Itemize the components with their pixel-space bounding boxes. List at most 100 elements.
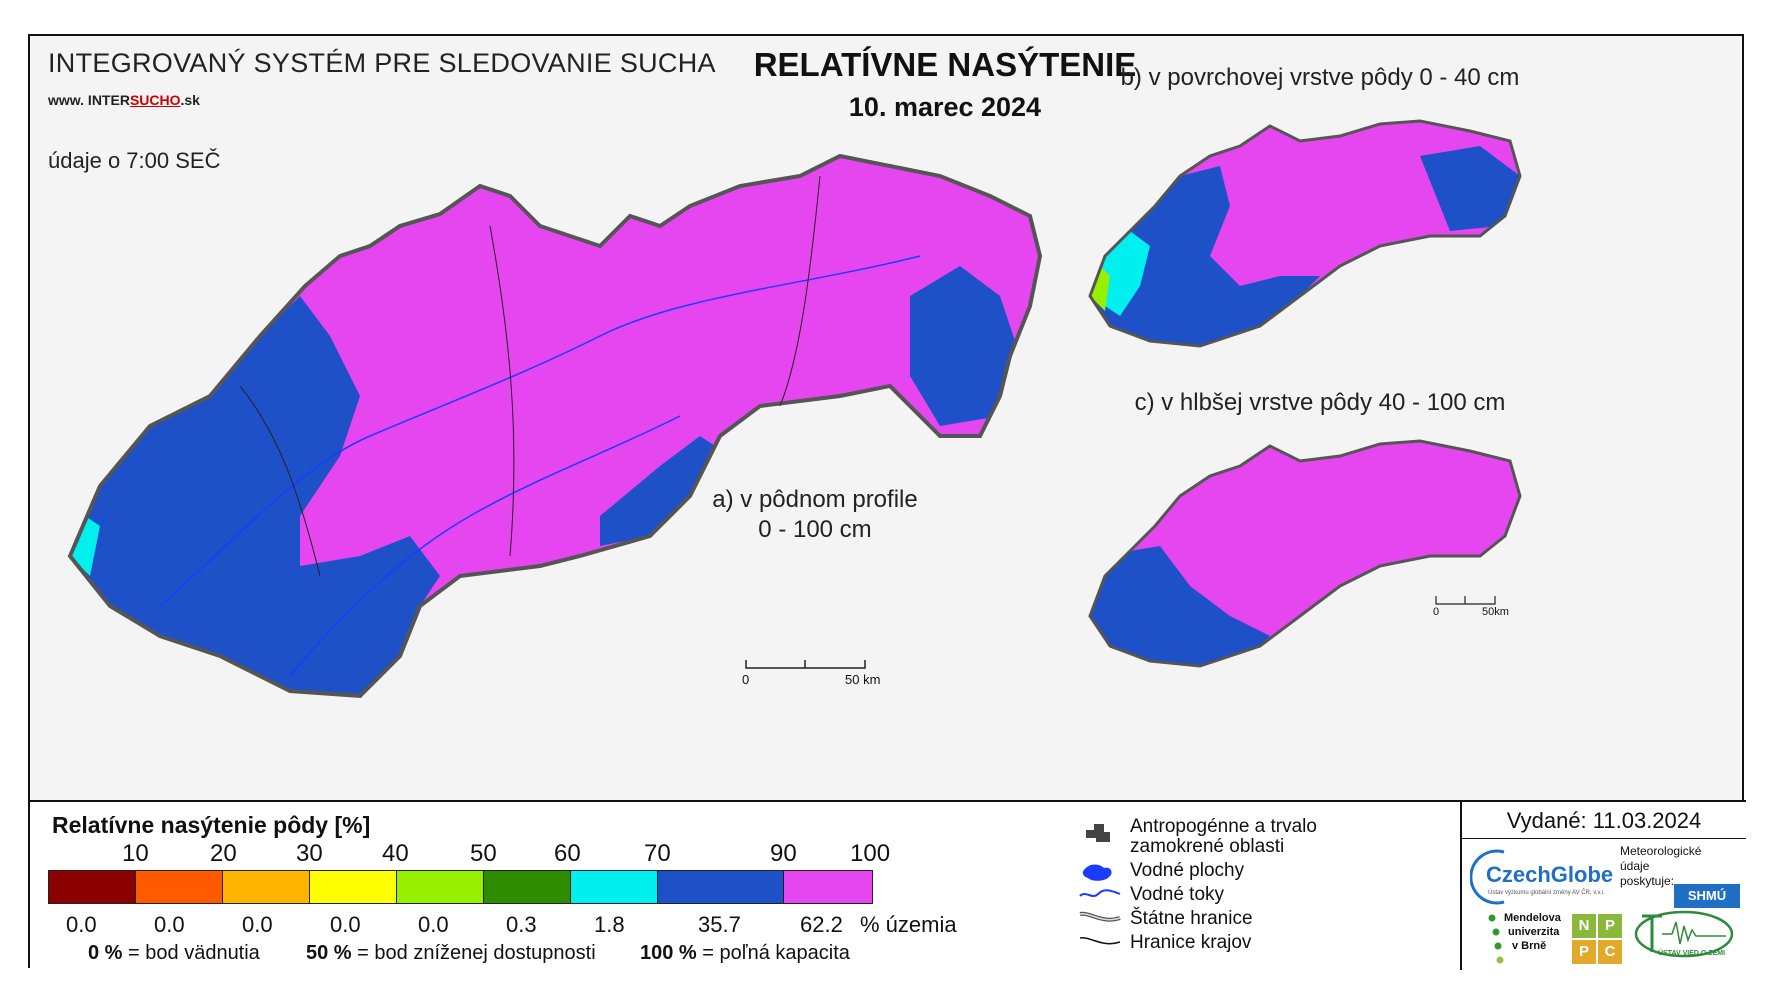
czechglobe-logo[interactable]: CzechGlobe Ústav výzkumu globální změny …: [1470, 848, 1618, 906]
water-bodies-label: Vodné plochy: [1130, 860, 1245, 881]
legend-share-7: 35.7: [698, 912, 741, 937]
map-a-scale-bar: [745, 660, 866, 669]
website-prefix: www. INTER: [48, 92, 130, 108]
legend-tick-6: 70: [644, 840, 671, 867]
issued-panel: Vydané: 11.03.2024 CzechGlobe Ústav výzk…: [1460, 800, 1746, 970]
legend-share-4: 0.0: [418, 912, 449, 937]
meteo-line-3: poskytuje:: [1620, 874, 1675, 888]
legend-class-5: [484, 871, 571, 903]
map-b-fill-blue: [1090, 166, 1320, 346]
legend-tick-8: 100: [850, 840, 891, 867]
anthropogenic-label-2: zamokrené oblasti: [1130, 836, 1285, 857]
earth-science-name: ÚSTAV VIED O ZEMI: [1658, 950, 1726, 957]
legend-share-6: 1.8: [594, 912, 625, 937]
water-body-icon: [1082, 864, 1112, 881]
page-date: 10. marec 2024: [848, 92, 1042, 122]
river-icon: [1079, 889, 1121, 897]
legend-color-bar: [48, 870, 873, 904]
legend-share-8: 62.2: [800, 912, 843, 937]
website-link[interactable]: www. INTERSUCHO.sk: [48, 92, 200, 108]
legend-share-1: 0.0: [154, 912, 185, 937]
anthropogenic-area-icon: [1086, 824, 1110, 842]
czechglobe-arc-icon: [1470, 849, 1505, 905]
website-highlight: SUCHO: [129, 92, 181, 108]
map-c-deep: [1088, 439, 1522, 668]
legend-tick-0: 10: [122, 840, 149, 867]
legend-note-1: 0 % = bod vädnutia: [88, 942, 260, 965]
legend-class-2: [223, 871, 310, 903]
legend-tick-4: 50: [470, 840, 497, 867]
legend-class-4: [397, 871, 484, 903]
legend-class-8: [784, 871, 872, 903]
map-b-state-border: [1088, 119, 1522, 348]
website-suffix: .sk: [180, 92, 200, 108]
state-border-icon: [1079, 911, 1121, 922]
legend-note-2: 50 % = bod zníženej dostupnosti: [306, 942, 596, 965]
issued-date: Vydané: 11.03.2024: [1506, 808, 1702, 833]
state-border-label: Štátne hranice: [1130, 908, 1253, 929]
legend-note-3-value: 100 %: [640, 942, 697, 964]
legend-tick-3: 40: [382, 840, 409, 867]
legend-class-6: [571, 871, 658, 903]
map-c-scale-end: 50km: [1482, 606, 1509, 618]
page-title: RELATÍVNE NASÝTENIE: [753, 46, 1137, 83]
legend-class-7: [658, 871, 784, 903]
mendel-line-1: Mendelova: [1504, 912, 1561, 924]
map-b-fill-blue-east: [1420, 146, 1520, 231]
legend-note-2-text: = bod zníženej dostupnosti: [357, 942, 596, 964]
map-a-region-border-2: [489, 225, 515, 557]
map-a-region-border-1: [239, 385, 321, 577]
legend-class-1: [136, 871, 223, 903]
mendel-line-2: univerzita: [1508, 926, 1560, 938]
czechglobe-name: CzechGlobe: [1486, 862, 1614, 887]
legend-tick-1: 20: [210, 840, 237, 867]
map-b-fill-lime: [1090, 266, 1110, 311]
nppc-c: C: [1598, 940, 1622, 964]
region-border-icon: [1079, 937, 1121, 945]
nppc-p1: P: [1598, 914, 1622, 938]
map-a-fill-blue-west: [70, 296, 440, 696]
mendel-dots-icon: [1488, 914, 1504, 964]
legend-panel: Relatívne nasýtenie pôdy [%] 10 20 30 40…: [30, 800, 1460, 970]
czechglobe-subtitle: Ústav výzkumu globální změny AV ČR, v.v.…: [1488, 890, 1605, 896]
meteo-line-2: údaje: [1620, 859, 1650, 873]
map-a-fill-blue-south: [600, 436, 730, 546]
mendel-university-logo[interactable]: Mendelova univerzita v Brně: [1488, 912, 1578, 968]
nppc-p2: P: [1572, 940, 1596, 964]
map-a-state-border: [67, 153, 1043, 699]
earth-science-seismograph-icon: [1634, 910, 1734, 958]
shmu-text: SHMÚ: [1687, 888, 1727, 903]
map-a-scale-end: 50 km: [845, 672, 881, 687]
legend-note-1-value: 0 %: [88, 942, 123, 964]
legend-tick-5: 60: [554, 840, 581, 867]
map-c-fill-blue: [1090, 546, 1270, 666]
map-a-label-line2: 0 - 100 cm: [758, 516, 872, 543]
map-b-label: b) v povrchovej vrstve pôdy 0 - 40 cm: [1120, 64, 1520, 91]
legend-note-3-text: = poľná kapacita: [702, 942, 850, 964]
legend-class-3: [310, 871, 397, 903]
legend-title: Relatívne nasýtenie pôdy [%]: [52, 812, 371, 838]
map-a-scale-zero: 0: [742, 672, 750, 687]
earth-science-institute-logo[interactable]: ÚSTAV VIED O ZEMI: [1632, 908, 1736, 966]
map-a-label-line1: a) v pôdnom profile: [712, 486, 918, 513]
map-a-region-border-3: [779, 175, 821, 407]
map-c-label: c) v hlbšej vrstve pôdy 40 - 100 cm: [1134, 389, 1506, 416]
main-map-a: [67, 153, 1043, 699]
legend-share-2: 0.0: [242, 912, 273, 937]
data-time: údaje o 7:00 SEČ: [48, 148, 221, 173]
nppc-logo[interactable]: N P P C: [1572, 914, 1622, 964]
region-border-label: Hranice krajov: [1130, 932, 1252, 953]
map-frame: INTEGROVANÝ SYSTÉM PRE SLEDOVANIE SUCHA …: [28, 34, 1746, 970]
map-c-scale-zero: 0: [1433, 606, 1440, 618]
legend-class-0: [49, 871, 136, 903]
legend-share-unit: % územia: [860, 912, 957, 937]
legend-share-0: 0.0: [66, 912, 97, 937]
anthropogenic-label-1: Antropogénne a trvalo: [1130, 816, 1317, 837]
legend-note-3: 100 % = poľná kapacita: [640, 942, 850, 965]
shmu-logo[interactable]: SHMÚ: [1674, 884, 1740, 908]
meteo-provider-label: Meteorologické údaje poskytuje:: [1620, 844, 1701, 889]
mendel-line-3: v Brně: [1512, 940, 1547, 952]
nppc-n: N: [1572, 914, 1596, 938]
map-c-state-border: [1088, 439, 1522, 668]
map-a-fill-cyan: [70, 516, 100, 576]
